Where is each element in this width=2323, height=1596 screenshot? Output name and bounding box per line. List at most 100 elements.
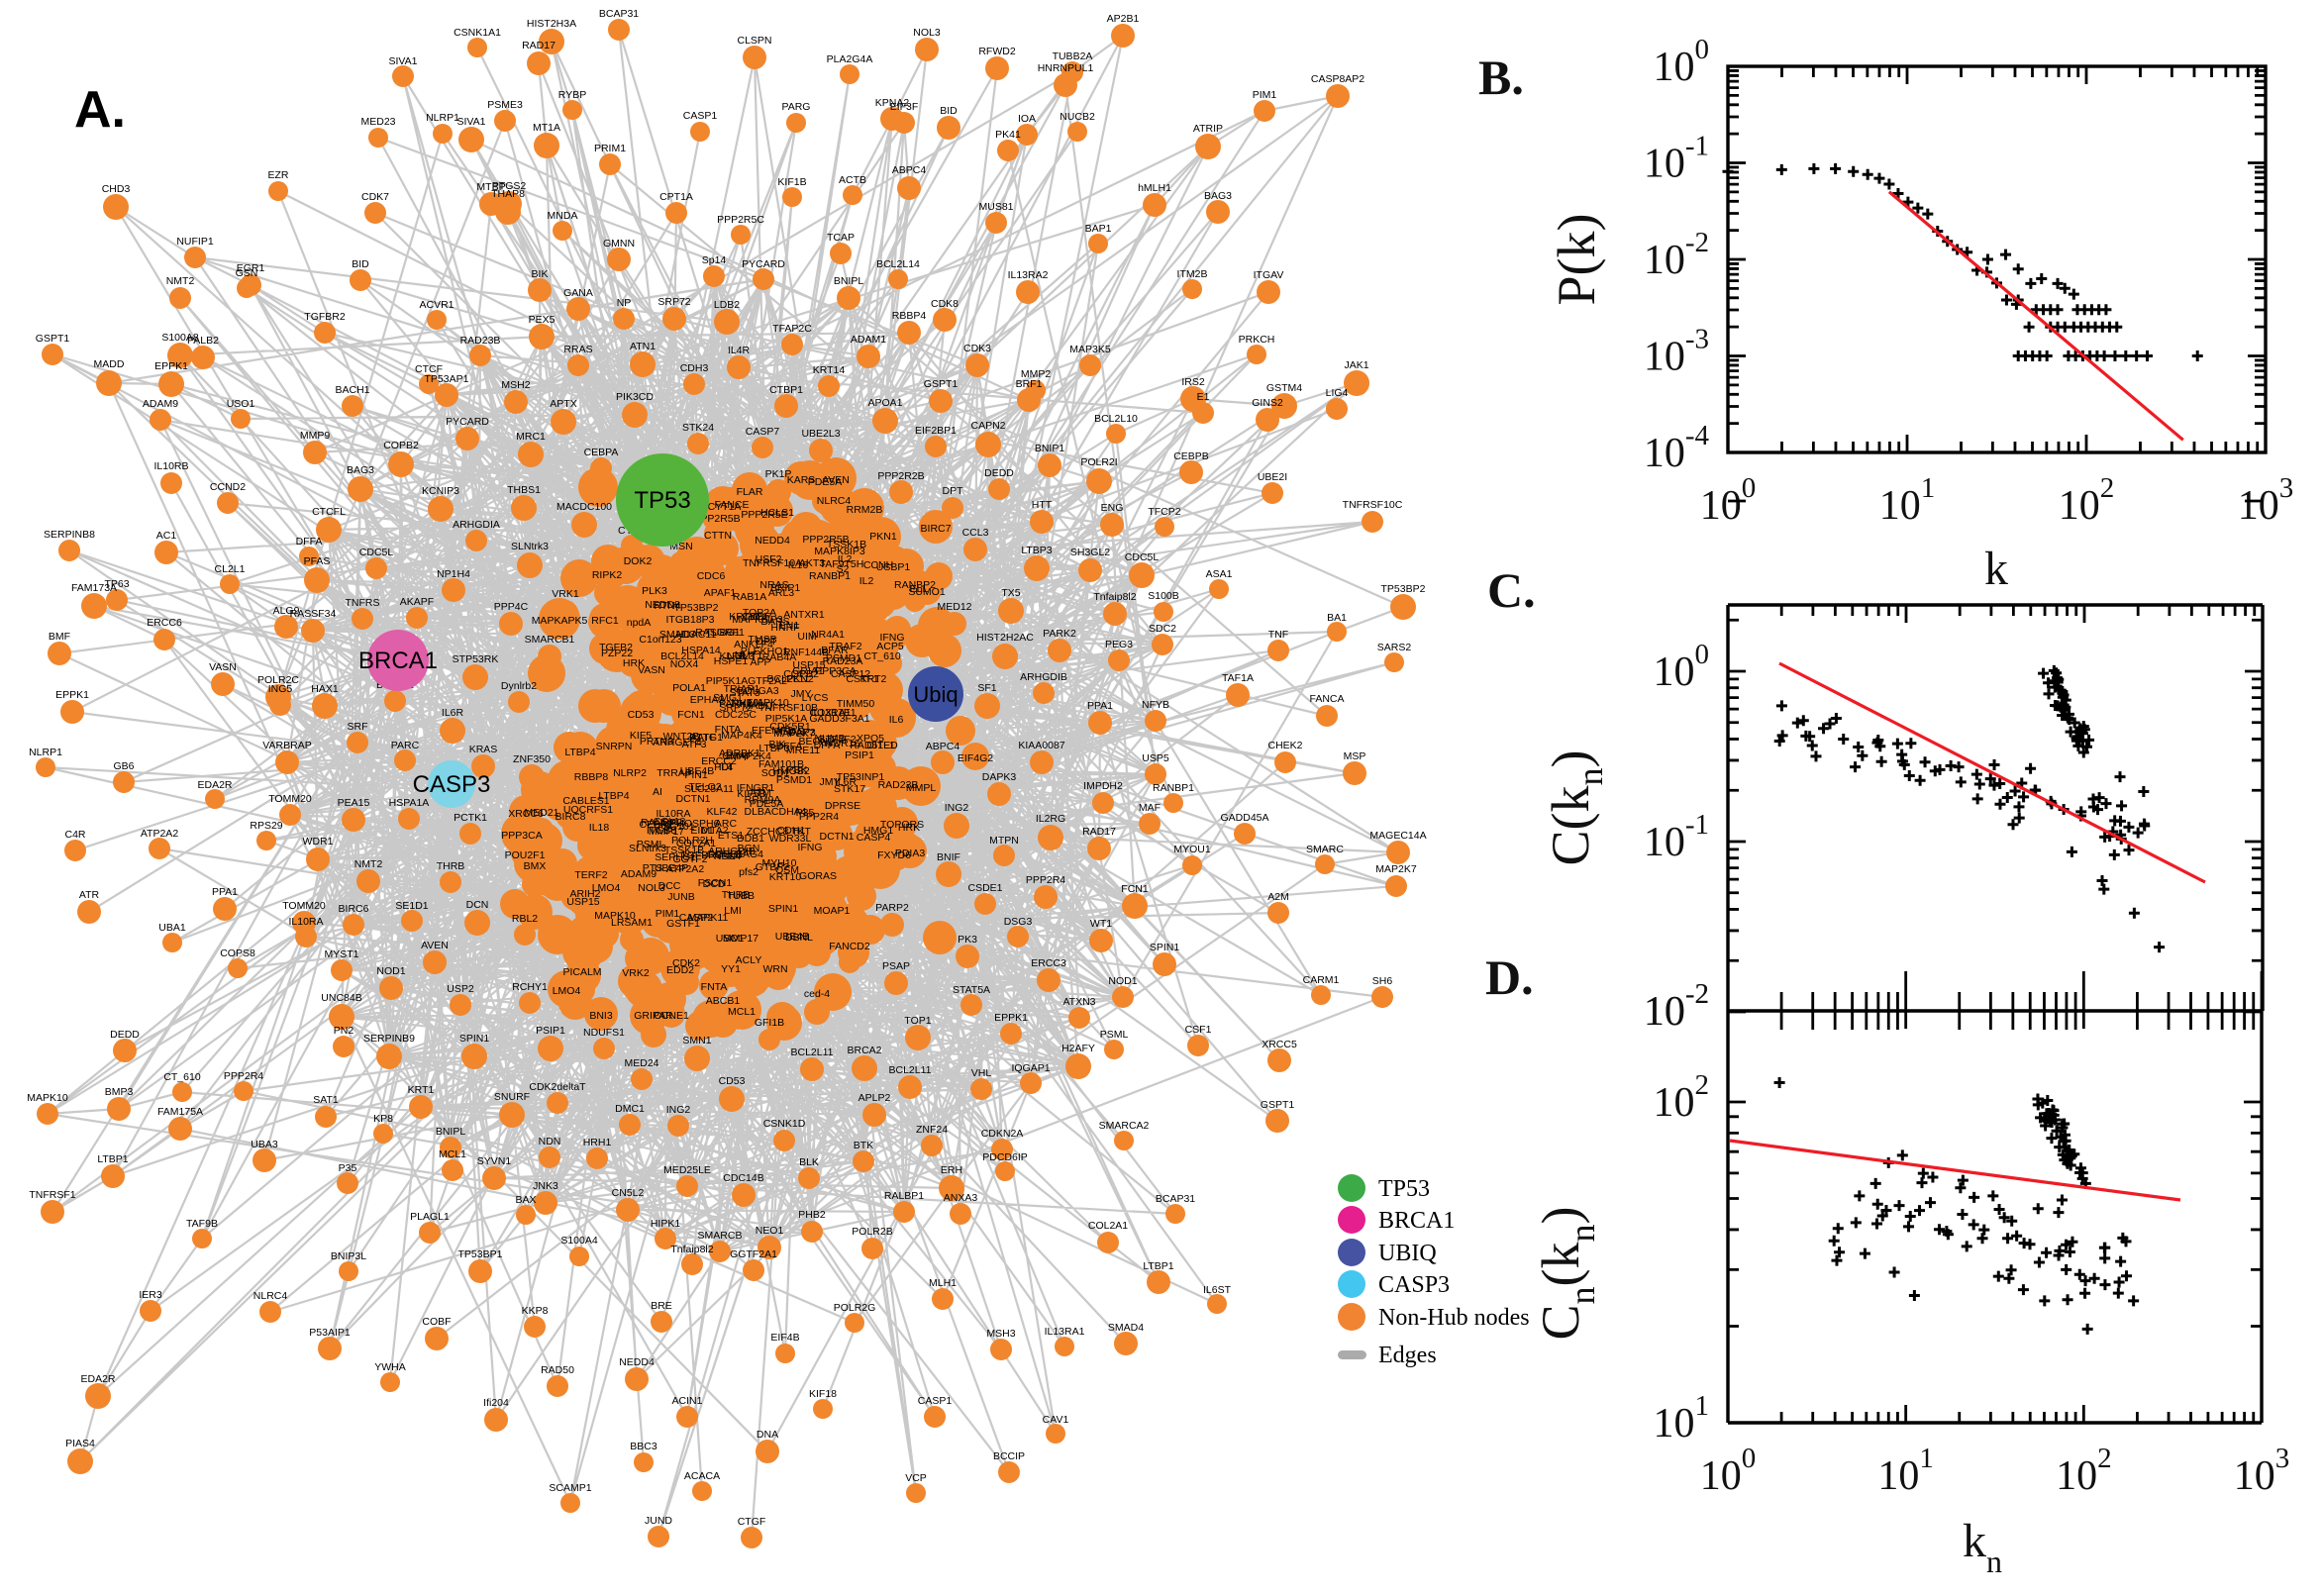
svg-text:KLF6: KLF6 (719, 650, 744, 662)
svg-text:ING2: ING2 (945, 802, 969, 814)
svg-text:NEDD8: NEDD8 (645, 599, 680, 611)
svg-text:MAPK8IP3: MAPK8IP3 (732, 614, 783, 626)
svg-text:GOLGA3: GOLGA3 (736, 685, 778, 697)
svg-text:SEPHS1: SEPHS1 (655, 851, 696, 863)
svg-text:PSAP: PSAP (882, 960, 910, 972)
svg-text:PCYT1A: PCYT1A (701, 501, 742, 513)
svg-text:D.: D. (1485, 949, 1534, 1005)
svg-text:AC1: AC1 (156, 530, 177, 542)
svg-text:MMP17: MMP17 (649, 826, 684, 838)
svg-text:POLR2G: POLR2G (834, 1302, 876, 1314)
svg-text:TOP1: TOP1 (904, 1015, 931, 1027)
svg-text:CD53: CD53 (628, 709, 655, 721)
svg-text:ERCC6: ERCC6 (147, 617, 182, 629)
svg-text:BACH1: BACH1 (335, 384, 369, 396)
svg-text:IFNGR1: IFNGR1 (737, 782, 775, 794)
svg-text:TP63: TP63 (104, 578, 129, 590)
svg-text:CASP1: CASP1 (683, 110, 718, 122)
svg-text:FXYD6: FXYD6 (877, 849, 911, 861)
svg-text:HRH1: HRH1 (583, 1137, 612, 1148)
svg-text:TGFB2: TGFB2 (599, 642, 633, 653)
svg-text:E1: E1 (1197, 391, 1210, 403)
svg-text:TOP2A: TOP2A (743, 607, 776, 619)
svg-text:PHB2: PHB2 (798, 1209, 826, 1221)
svg-text:GGTF2: GGTF2 (672, 853, 707, 865)
svg-text:MAPK11: MAPK11 (688, 912, 729, 924)
svg-text:DCC: DCC (658, 880, 681, 892)
svg-text:KIF5: KIF5 (630, 730, 652, 742)
svg-text:IL4R: IL4R (728, 345, 751, 356)
svg-text:AI: AI (653, 786, 662, 798)
svg-text:NRAS: NRAS (759, 579, 788, 591)
svg-text:POLR2C: POLR2C (257, 674, 299, 686)
svg-text:ITGB18P3: ITGB18P3 (665, 614, 714, 626)
svg-text:EGR1: EGR1 (237, 262, 265, 274)
svg-text:MED23: MED23 (360, 116, 395, 128)
svg-text:MAP4K4: MAP4K4 (721, 730, 762, 742)
svg-text:RRAS: RRAS (563, 344, 592, 355)
svg-text:k: k (1984, 543, 2008, 595)
svg-text:ANTXR1: ANTXR1 (783, 609, 825, 621)
svg-text:GANA: GANA (563, 287, 593, 299)
svg-text:MCL1: MCL1 (439, 1148, 466, 1160)
svg-text:ATN1: ATN1 (630, 341, 656, 352)
svg-text:C(kn): C(kn) (1541, 750, 1610, 866)
svg-text:DCTN1: DCTN1 (819, 831, 854, 843)
svg-text:ACTB: ACTB (839, 174, 866, 186)
svg-text:NR4A1: NR4A1 (811, 629, 845, 641)
svg-text:USF2: USF2 (756, 553, 782, 565)
svg-text:HTT: HTT (1032, 499, 1053, 511)
svg-text:PEG3: PEG3 (1105, 639, 1133, 650)
svg-text:CT_610: CT_610 (163, 1071, 201, 1083)
svg-text:TUBB: TUBB (727, 890, 755, 902)
svg-text:CAV1: CAV1 (1043, 1414, 1069, 1426)
svg-text:COPB2: COPB2 (783, 668, 819, 680)
svg-text:MMP9: MMP9 (300, 430, 330, 442)
svg-text:GADD45A: GADD45A (1220, 812, 1268, 824)
svg-text:TAF9T5H: TAF9T5H (820, 558, 864, 570)
svg-text:EIF2BP1: EIF2BP1 (915, 425, 957, 437)
svg-text:NDUFS1: NDUFS1 (583, 1027, 625, 1039)
svg-text:SMG1: SMG1 (713, 692, 743, 704)
svg-text:Sp14: Sp14 (702, 254, 727, 266)
svg-text:ING5: ING5 (268, 683, 293, 695)
svg-text:WT1: WT1 (1090, 918, 1112, 930)
svg-text:USP15: USP15 (792, 659, 825, 671)
svg-text:SPIN1: SPIN1 (768, 903, 799, 915)
svg-text:PPP2R4: PPP2R4 (1026, 874, 1065, 886)
svg-text:ATP2A2: ATP2A2 (141, 828, 178, 840)
svg-text:KLF42: KLF42 (707, 806, 738, 818)
svg-text:NLRP2: NLRP2 (613, 767, 647, 779)
svg-text:Dynlrb2: Dynlrb2 (501, 680, 537, 692)
svg-text:P53AIP1: P53AIP1 (309, 1327, 351, 1339)
svg-text:TKT: TKT (791, 826, 811, 838)
svg-text:BRCA2: BRCA2 (847, 1045, 881, 1056)
svg-text:MAGEC14A: MAGEC14A (1369, 830, 1426, 842)
svg-text:THBS1: THBS1 (507, 484, 541, 496)
svg-text:IOA: IOA (1018, 113, 1036, 125)
svg-text:GSPT1: GSPT1 (924, 378, 959, 390)
svg-text:BBC3: BBC3 (630, 1441, 657, 1452)
svg-text:GTBP2: GTBP2 (756, 861, 790, 873)
svg-text:ERCC3: ERCC3 (1031, 957, 1066, 969)
svg-text:LTBP1: LTBP1 (97, 1153, 128, 1165)
svg-text:CARM1: CARM1 (1303, 974, 1340, 986)
svg-text:PK41: PK41 (995, 129, 1021, 141)
svg-text:PIM1: PIM1 (656, 908, 680, 920)
svg-text:PARP2: PARP2 (875, 902, 909, 914)
svg-text:IQGAP1: IQGAP1 (1011, 1062, 1050, 1074)
svg-text:UBA1: UBA1 (158, 922, 186, 934)
svg-text:ARC: ARC (715, 818, 738, 830)
svg-text:GSN: GSN (236, 267, 258, 279)
svg-text:UBE2I: UBE2I (1258, 471, 1287, 483)
svg-text:BRE: BRE (651, 1300, 672, 1312)
svg-text:PTTG1: PTTG1 (689, 732, 723, 744)
svg-text:ETS1: ETS1 (718, 830, 744, 842)
svg-text:CDK2: CDK2 (672, 957, 700, 969)
svg-text:BAX: BAX (515, 1194, 536, 1206)
svg-text:P35: P35 (796, 807, 815, 819)
svg-text:AVEN: AVEN (421, 940, 449, 951)
svg-text:S2: S2 (837, 563, 850, 575)
svg-text:NLRC4: NLRC4 (253, 1290, 288, 1302)
svg-text:BNIP3L: BNIP3L (331, 1250, 366, 1262)
